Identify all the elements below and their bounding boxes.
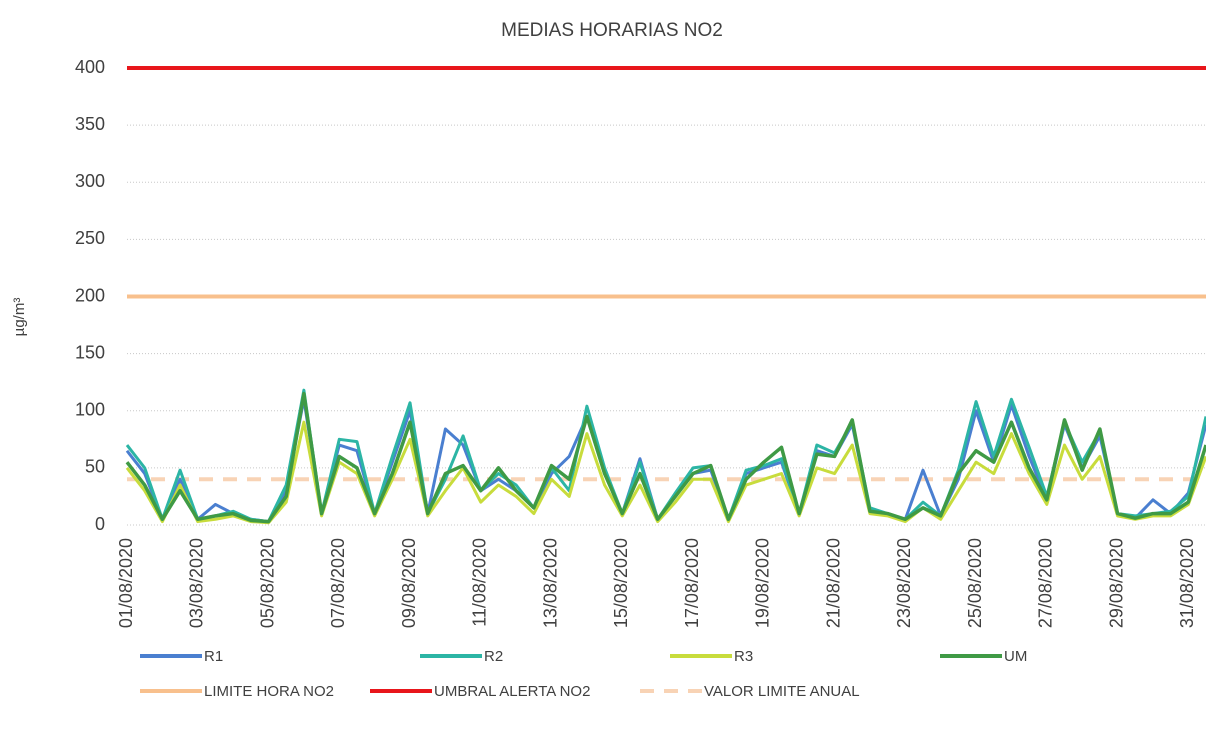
y-tick-label: 250: [75, 228, 105, 248]
y-tick-label: 50: [85, 457, 105, 477]
x-tick-label: 17/08/2020: [682, 538, 702, 628]
x-tick-label: 23/08/2020: [894, 538, 914, 628]
legend-label: LIMITE HORA NO2: [204, 683, 334, 700]
legend-label: R1: [204, 648, 223, 665]
x-tick-label: 29/08/2020: [1106, 538, 1126, 628]
x-tick-label: 01/08/2020: [116, 538, 136, 628]
x-tick-label: 13/08/2020: [540, 538, 560, 628]
y-tick-label: 200: [75, 285, 105, 305]
x-tick-label: 31/08/2020: [1177, 538, 1197, 628]
x-tick-label: 15/08/2020: [611, 538, 631, 628]
y-tick-label: 150: [75, 342, 105, 362]
y-tick-label: 350: [75, 114, 105, 134]
x-tick-label: 21/08/2020: [823, 538, 843, 628]
legend-label: UM: [1004, 648, 1027, 665]
x-tick-label: 27/08/2020: [1036, 538, 1056, 628]
legend-label: UMBRAL ALERTA NO2: [434, 683, 590, 700]
chart-title: MEDIAS HORARIAS NO2: [501, 20, 723, 41]
x-tick-label: 05/08/2020: [257, 538, 277, 628]
y-tick-label: 400: [75, 57, 105, 77]
y-tick-label: 300: [75, 171, 105, 191]
y-tick-label: 100: [75, 400, 105, 420]
legend-label: R3: [734, 648, 753, 665]
legend-label: VALOR LIMITE ANUAL: [704, 683, 860, 700]
x-tick-label: 03/08/2020: [187, 538, 207, 628]
series-line: [125, 397, 1206, 524]
x-tick-label: 11/08/2020: [470, 538, 490, 627]
x-tick-label: 19/08/2020: [753, 538, 773, 628]
legend-label: R2: [484, 648, 503, 665]
series-line: [125, 420, 1206, 525]
series-line: [125, 391, 1206, 524]
x-tick-label: 07/08/2020: [328, 538, 348, 628]
x-tick-label: 09/08/2020: [399, 538, 419, 628]
y-tick-label: 0: [95, 514, 105, 534]
x-tick-label: 25/08/2020: [965, 538, 985, 628]
y-axis-label: µg/m³: [11, 298, 28, 337]
